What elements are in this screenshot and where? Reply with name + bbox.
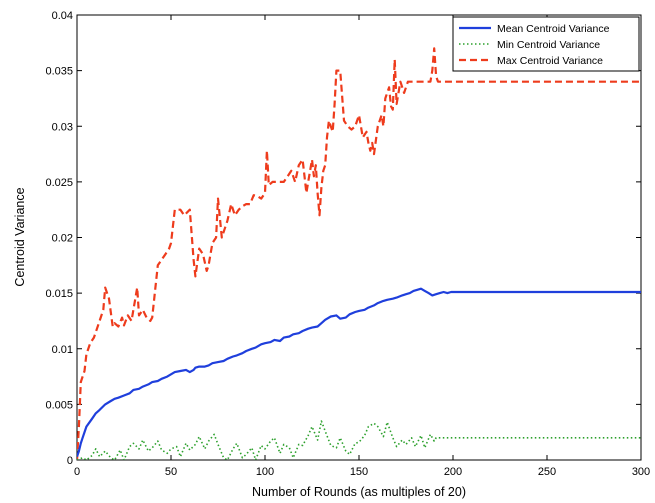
- series-layer: [77, 47, 641, 460]
- x-tick-label: 150: [350, 466, 368, 478]
- x-tick-label: 250: [538, 466, 556, 478]
- y-tick-label: 0.01: [52, 344, 73, 356]
- y-axis: 0 0.005 0.01 0.015 0.02 0.025 0.03 0.035 0.04: [45, 10, 641, 467]
- y-tick-label: 0.02: [52, 233, 73, 245]
- y-tick-label: 0.03: [52, 121, 73, 133]
- x-axis: 0 50 100 150 200 250 300: [74, 15, 650, 478]
- y-tick-label: 0.035: [45, 66, 73, 78]
- x-tick-label: 0: [74, 466, 80, 478]
- y-axis-title: Centroid Variance: [13, 187, 27, 286]
- legend: Mean Centroid Variance Min Centroid Varia…: [452, 16, 640, 72]
- y-tick-label: 0.005: [45, 399, 73, 411]
- x-axis-title: Number of Rounds (as multiples of 20): [252, 485, 466, 499]
- y-tick-label: 0: [67, 455, 73, 467]
- series-line-min-centroid-variance: [77, 420, 641, 460]
- legend-label: Max Centroid Variance: [497, 55, 603, 67]
- y-tick-label: 0.025: [45, 177, 73, 189]
- series-line-mean-centroid-variance: [77, 287, 641, 458]
- series-line-max-centroid-variance: [77, 47, 641, 460]
- x-tick-label: 300: [632, 466, 650, 478]
- y-tick-label: 0.04: [52, 10, 73, 22]
- x-tick-label: 200: [444, 466, 462, 478]
- x-tick-label: 100: [256, 466, 274, 478]
- legend-label: Mean Centroid Variance: [497, 23, 610, 35]
- x-tick-label: 50: [165, 466, 177, 478]
- legend-label: Min Centroid Variance: [497, 39, 600, 51]
- y-tick-label: 0.015: [45, 288, 73, 300]
